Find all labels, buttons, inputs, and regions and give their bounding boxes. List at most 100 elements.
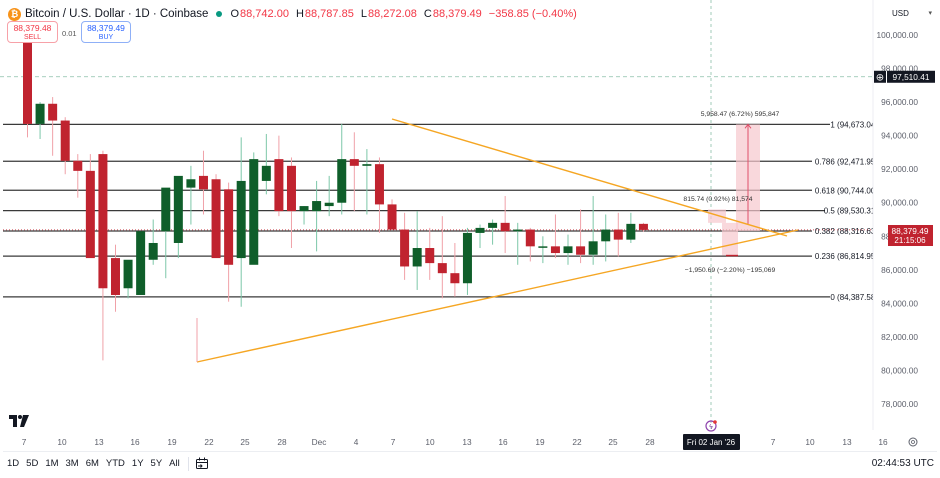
candle[interactable] — [412, 211, 422, 290]
tradingview-logo-icon[interactable] — [9, 415, 29, 427]
price-axis-label: 82,000.00 — [881, 332, 918, 342]
fib-level-label: 0.236 (86,814.95) • — [815, 252, 883, 261]
candle[interactable] — [576, 209, 586, 264]
candle[interactable] — [563, 234, 573, 265]
candle[interactable] — [261, 133, 271, 195]
candle[interactable] — [123, 259, 133, 299]
candle[interactable] — [525, 227, 535, 262]
resistance-trendline[interactable] — [391, 118, 788, 237]
candle[interactable] — [374, 157, 384, 233]
candle[interactable] — [48, 97, 58, 156]
symbol-title[interactable]: Bitcoin / U.S. Dollar · 1D · Coinbase — [25, 8, 209, 20]
range-toolbar: 1D 5D 1M 3M 6M YTD 1Y 5Y All 02:44:53 UT… — [3, 451, 937, 475]
support-trendline[interactable] — [196, 229, 799, 363]
time-axis-label: 10 — [57, 437, 67, 447]
chevron-down-icon: ▾ — [928, 10, 932, 17]
high-label: H — [295, 8, 304, 20]
candle[interactable] — [73, 154, 83, 198]
fib-level-label: 0.786 (92,471.95) • — [815, 157, 883, 166]
candle[interactable] — [224, 182, 234, 302]
candle[interactable] — [362, 149, 372, 215]
range-ytd-button[interactable]: YTD — [105, 458, 125, 469]
sell-label: SELL — [23, 34, 42, 41]
candlesticks — [23, 35, 648, 361]
candle[interactable] — [161, 187, 171, 279]
candle[interactable] — [475, 224, 485, 249]
candle[interactable] — [400, 212, 410, 280]
candle[interactable] — [387, 199, 397, 230]
buy-button[interactable]: 88,379.49 BUY — [81, 21, 131, 43]
last-price-label: 88,379.49 — [892, 226, 929, 236]
svg-text:−1,950.69 (−2.20%) −195,069: −1,950.69 (−2.20%) −195,069 — [685, 267, 776, 274]
range-1m-button[interactable]: 1M — [45, 458, 59, 469]
add-alert-plus-icon[interactable] — [874, 70, 886, 83]
candle[interactable] — [550, 214, 560, 259]
bar-countdown: 21:15:06 — [894, 236, 926, 245]
price-change: −358.85 (−0.40%) — [488, 8, 577, 20]
economic-event-icon[interactable] — [705, 420, 717, 432]
candle[interactable] — [337, 123, 347, 215]
candle[interactable] — [249, 152, 259, 265]
candle[interactable] — [613, 212, 623, 257]
candle[interactable] — [136, 231, 146, 295]
candle[interactable] — [462, 227, 472, 295]
utc-clock[interactable]: 02:44:53 UTC — [871, 458, 934, 469]
time-axis-label: 7 — [22, 437, 27, 447]
time-axis-label: 25 — [240, 437, 250, 447]
candle[interactable] — [538, 236, 548, 264]
time-axis-label: 13 — [462, 437, 472, 447]
candle[interactable] — [286, 157, 296, 249]
candle[interactable] — [198, 150, 208, 215]
candle[interactable] — [85, 154, 95, 259]
crosshair-price-label: 97,510.41 — [893, 72, 930, 82]
range-all-button[interactable]: All — [169, 458, 180, 469]
time-axis-label: 13 — [842, 437, 852, 447]
candle[interactable] — [186, 165, 196, 225]
candle[interactable] — [425, 227, 435, 280]
candle[interactable] — [513, 222, 523, 265]
candle[interactable] — [60, 117, 70, 175]
range-3m-button[interactable]: 3M — [65, 458, 79, 469]
candle[interactable] — [349, 132, 359, 212]
market-status-icon[interactable] — [216, 11, 223, 17]
candle[interactable] — [23, 35, 32, 138]
candle[interactable] — [500, 196, 510, 254]
candle[interactable] — [588, 196, 598, 265]
candle[interactable] — [110, 244, 120, 312]
range-6m-button[interactable]: 6M — [85, 458, 99, 469]
candle[interactable] — [173, 175, 183, 259]
currency-select[interactable]: USD ▾ — [890, 4, 936, 22]
time-axis-label: 7 — [771, 437, 776, 447]
candle[interactable] — [299, 206, 309, 225]
candle[interactable] — [35, 102, 45, 139]
candle[interactable] — [626, 212, 636, 243]
candle[interactable] — [312, 180, 322, 252]
candle[interactable] — [274, 135, 284, 217]
candle[interactable] — [324, 175, 334, 217]
range-1y-button[interactable]: 1Y — [131, 458, 144, 469]
candle[interactable] — [236, 137, 246, 307]
candle[interactable] — [437, 216, 447, 299]
candle[interactable] — [601, 214, 611, 262]
candle[interactable] — [450, 242, 460, 297]
candle[interactable] — [638, 222, 648, 232]
svg-text:5,958.47 (6.72%) 595,847: 5,958.47 (6.72%) 595,847 — [701, 111, 780, 118]
axis-settings-icon[interactable] — [908, 437, 918, 447]
time-axis-label: 16 — [878, 437, 888, 447]
time-axis: 7 10 13 16 19 22 25 28 Dec 4 7 10 13 16 19 22 25 28 7 10 13 1… — [22, 420, 918, 450]
range-5y-button[interactable]: 5Y — [150, 458, 163, 469]
buy-price: 88,379.49 — [87, 23, 125, 33]
goto-date-icon[interactable] — [195, 457, 209, 470]
candle[interactable] — [148, 219, 158, 265]
range-1d-button[interactable]: 1D — [7, 458, 20, 469]
spread-value: 0.01 — [62, 29, 77, 38]
candle[interactable] — [98, 150, 108, 361]
candle[interactable] — [211, 174, 221, 259]
candle[interactable] — [488, 219, 498, 245]
open-label: O — [230, 8, 239, 20]
time-axis-label: 22 — [204, 437, 214, 447]
range-5d-button[interactable]: 5D — [26, 458, 39, 469]
sell-button[interactable]: 88,379.48 SELL — [7, 21, 58, 43]
time-axis-label: 16 — [130, 437, 140, 447]
